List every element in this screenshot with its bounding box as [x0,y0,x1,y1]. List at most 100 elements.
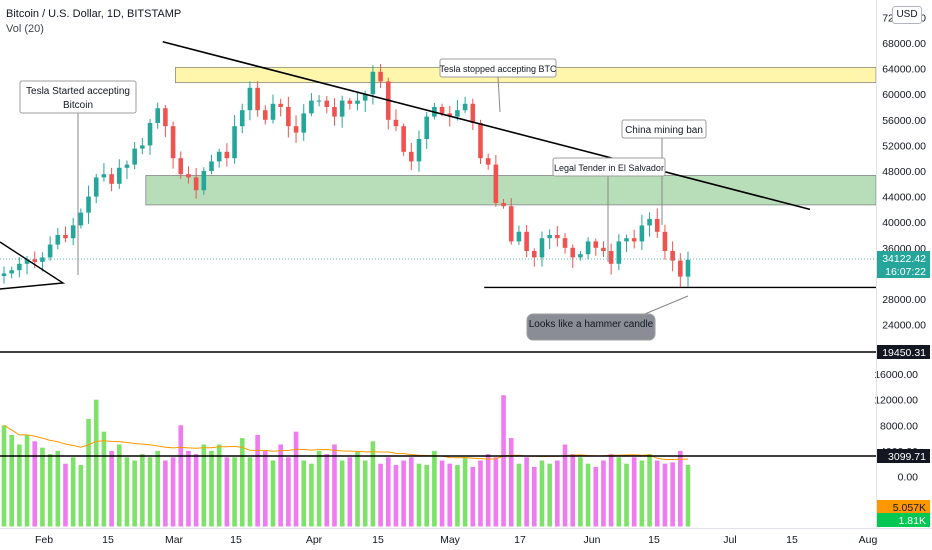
candle [316,95,322,107]
candle-body [670,251,675,261]
volume-bar [501,395,506,527]
volume-bar [93,399,99,527]
candle [608,243,614,275]
volume-bar [393,464,399,527]
volume-bar [24,434,30,527]
x-tick-label: Mar [165,534,184,546]
candle-body [324,100,330,107]
candle-body [531,251,537,258]
candle [170,121,176,169]
candle [324,96,330,114]
candle-body [539,238,545,258]
candle-body [93,177,99,197]
candle [132,142,137,170]
candle-body [116,167,122,184]
volume-ma-line [3,424,689,460]
candle [654,208,660,239]
x-tick-label: 17 [514,534,526,546]
volume-bar [147,457,153,527]
candle-body [339,100,345,117]
candle-body [585,241,591,255]
volume-bar [86,418,91,527]
candle [270,94,276,124]
candle-body [393,119,399,127]
volume-bar [447,463,453,527]
volume-bar [685,464,691,527]
callout-box [439,58,557,78]
candle-body [293,126,299,133]
candle [109,167,114,192]
volume-bar [555,460,560,527]
volume-bar [624,463,629,527]
candle [1,266,7,284]
candle-body [401,126,406,152]
candle [485,153,491,170]
x-tick-label: Aug [859,534,878,546]
volume-ma-badge-text: 5.057K [893,502,926,514]
candle [63,226,68,243]
candle [263,105,268,125]
candle [662,224,668,260]
candle [631,229,637,249]
volume-bar [385,457,391,527]
callout-text: Bitcoin [63,100,93,111]
volume-bar [455,464,460,527]
volume-bar [201,444,207,527]
candle-body [224,151,230,159]
volume-bar [578,457,583,527]
horizontal-level-badge-text: 19450.31 [882,347,926,359]
candle-body [47,244,53,258]
volume-bar [309,463,314,527]
volume-bar [516,463,522,527]
candle-body [455,110,460,117]
candle [78,208,84,229]
volume-badge: 1.81K [877,513,930,527]
x-tick-label: 15 [372,534,384,546]
y-tick-label: 56000.00 [882,115,926,127]
volume-level-badge-bg [877,449,930,463]
volume-bar [1,425,7,527]
volume-bar [416,463,422,527]
volume-bar [239,438,245,527]
volume-bar [470,466,476,527]
x-tick-label: May [440,534,461,546]
candle [147,119,153,155]
volume-bar [232,457,237,527]
current-price-badge: 34122.42 [877,251,930,265]
currency-button[interactable]: USD [892,6,922,24]
candle-body [570,247,576,258]
candle-body [1,273,7,276]
candle-body [255,87,260,111]
y-tick-label: 40000.00 [882,217,926,229]
candle [424,111,429,150]
volume-bar [531,466,537,527]
candle-body [639,225,645,242]
chart-title: Bitcoin / U.S. Dollar, 1D, BITSTAMP [6,8,182,20]
candle [232,115,237,164]
candle [470,98,476,130]
callout-text: China mining ban [625,125,703,136]
candle-body [239,110,245,127]
volume-bar [339,460,345,527]
volume-bar [524,457,529,527]
candle [555,226,560,247]
callout-el-salvador: Legal Tender in El Salvador [552,157,666,262]
volume-bar [316,450,322,527]
y-tick-label: 28000.00 [882,294,926,306]
candle-body [501,203,506,207]
callout-box [621,119,707,139]
volume-bar [439,460,445,527]
volume-bar [539,460,545,527]
callout-text: Legal Tender in El Salvador [554,163,664,173]
volume-bar [670,462,675,527]
volume-bar [585,463,591,527]
volume-bar [263,450,268,527]
candle [17,257,22,278]
horizontal-level-badge-bg [877,345,930,359]
candle [462,96,468,114]
candle-body [78,212,84,226]
candle-body [140,145,145,149]
candle-body [178,158,184,175]
candle [593,238,599,256]
volume-bar [163,460,168,527]
